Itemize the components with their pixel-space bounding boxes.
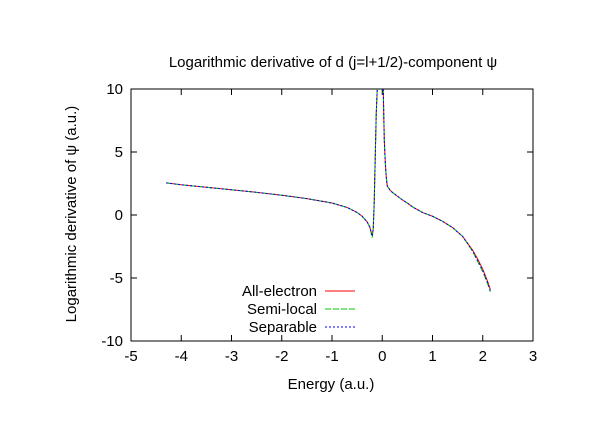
series-all-electron (166, 89, 491, 290)
x-tick-label: 0 (378, 348, 386, 365)
y-tick-label: 0 (115, 207, 123, 224)
y-tick-label: 5 (115, 144, 123, 161)
legend-label: Separable (249, 319, 317, 336)
series-line-upper-branch (382, 89, 491, 291)
y-axis-label: Logarithmic derivative of ψ (a.u.) (63, 106, 80, 323)
x-axis-label: Energy (a.u.) (288, 376, 375, 393)
x-tick-label: -2 (275, 348, 288, 365)
series-line-upper-branch (382, 89, 491, 290)
series-line-upper-branch (382, 89, 491, 293)
x-tick-label: 2 (479, 348, 487, 365)
y-tick-label: -5 (110, 270, 123, 287)
series-line-lower-branch (166, 89, 378, 238)
x-tick-label: -5 (124, 348, 137, 365)
x-tick-label: -1 (325, 348, 338, 365)
axis-ticks (130, 88, 534, 342)
legend-label: Semi-local (247, 301, 317, 318)
legend-label: All-electron (242, 283, 317, 300)
series-line-lower-branch (166, 89, 378, 237)
chart-title: Logarithmic derivative of d (j=l+1/2)-co… (169, 54, 497, 71)
x-tick-label: 1 (428, 348, 436, 365)
plot-frame (130, 88, 534, 342)
series-layer (166, 89, 491, 293)
y-tick-label: 10 (106, 81, 123, 98)
series-separable (166, 89, 491, 291)
series-semi-local (166, 89, 491, 293)
x-tick-label: -3 (225, 348, 238, 365)
x-tick-label: 3 (529, 348, 537, 365)
y-tick-label: -10 (101, 333, 123, 350)
x-tick-label: -4 (175, 348, 188, 365)
series-line-lower-branch (166, 89, 378, 236)
